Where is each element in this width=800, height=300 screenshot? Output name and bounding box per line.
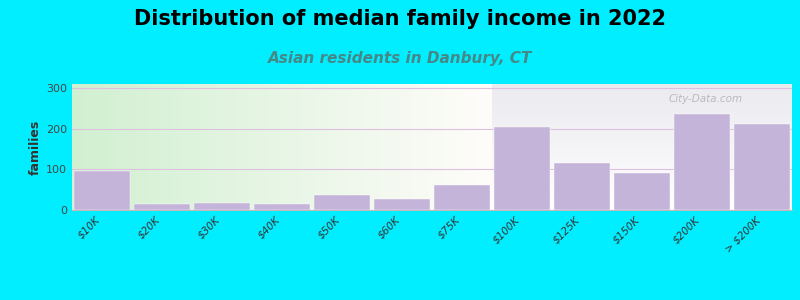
Y-axis label: families: families [29,119,42,175]
Bar [254,204,310,210]
Bar [734,124,790,210]
Text: City-Data.com: City-Data.com [669,94,742,104]
Bar [614,173,670,210]
Bar [74,171,130,210]
Bar [434,185,490,210]
Bar [194,203,250,210]
Bar [374,199,430,210]
Bar [492,84,800,210]
Bar [314,195,370,210]
Text: Asian residents in Danbury, CT: Asian residents in Danbury, CT [268,51,532,66]
Bar [134,204,190,210]
Bar [554,163,610,210]
Bar [674,115,730,210]
Bar [494,127,550,210]
Text: Distribution of median family income in 2022: Distribution of median family income in … [134,9,666,29]
